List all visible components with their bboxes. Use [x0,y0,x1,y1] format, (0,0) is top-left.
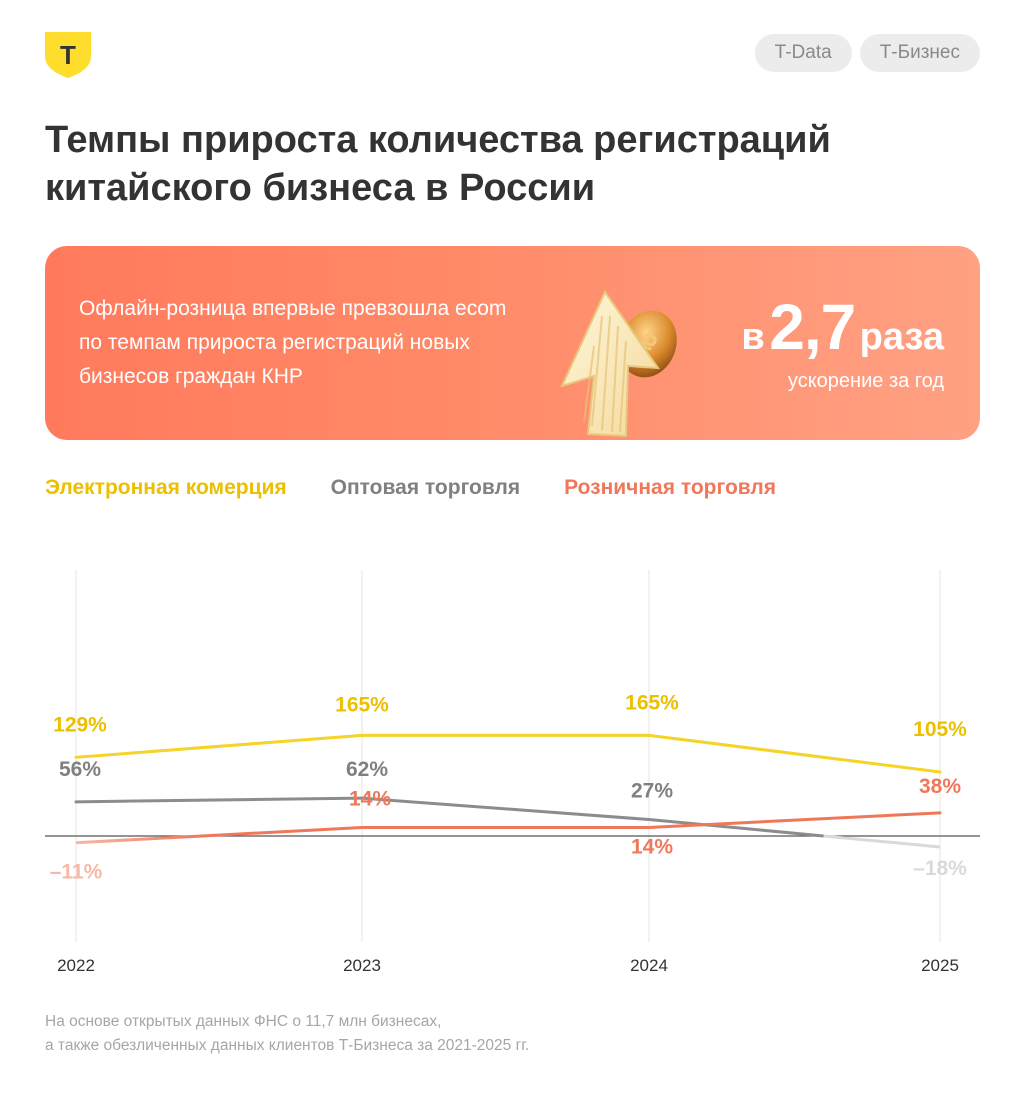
series-1-segment-2-neg [823,834,941,849]
data-label-series-0-2022: 129% [53,713,107,736]
series-1-segment-1 [360,796,651,822]
brand-logo: Т [45,32,91,78]
footnote-line-2: а также обезличенных данных клиентов Т-Б… [45,1037,530,1054]
x-tick-label-2024: 2024 [630,956,668,975]
banner-metric: в 2,7 раза [741,290,944,364]
data-label-series-0-2023: 165% [335,693,389,716]
tag-tdata[interactable]: T-Data [754,34,852,72]
data-label-series-1-2022: 56% [59,758,101,781]
series-0-segment-2 [647,733,942,774]
x-tick-label-2025: 2025 [921,956,959,975]
x-tick-label-2022: 2022 [57,956,95,975]
series-2-segment-0-neg [75,834,202,845]
chart-legend: Электронная комерция Оптовая торговля Ро… [45,476,776,500]
series-0-segment-0 [74,733,364,759]
data-label-series-2-2024: 14% [631,835,673,858]
up-arrow-coin-icon: ₽ [560,289,677,438]
data-label-series-2-2023: 14% [349,787,391,810]
legend-retail: Розничная торговля [564,476,777,499]
series-2-segment-2 [647,811,942,829]
banner-text: Офлайн-розница впервые превзошла ecom по… [79,297,507,388]
banner-prefix: в [741,316,765,358]
highlight-banner: Офлайн-розница впервые превзошла ecom по… [45,246,980,440]
data-label-series-1-2025: –18% [913,857,967,880]
banner-subtitle: ускорение за год [787,370,944,392]
tag-list: T-Data Т-Бизнес [754,34,980,72]
footnote: На основе открытых данных ФНС о 11,7 млн… [45,1010,529,1058]
legend-ecommerce: Электронная комерция [45,476,287,499]
legend-wholesale: Оптовая торговля [330,476,521,499]
footnote-line-1: На основе открытых данных ФНС о 11,7 млн… [45,1013,442,1030]
page-title: Темпы прироста количества регистраций ки… [45,119,831,209]
series-2-segment-0 [201,825,363,838]
banner-value: 2,7 [769,291,856,363]
tag-tbusiness[interactable]: Т-Бизнес [859,34,980,72]
svg-text:Т: Т [60,40,76,70]
banner-suffix: раза [859,316,944,358]
series-1-segment-2 [648,818,824,838]
data-label-series-0-2024: 165% [625,691,679,714]
x-tick-label-2023: 2023 [343,956,381,975]
data-label-series-2-2022: –11% [50,861,103,884]
series-1-segment-0 [74,796,364,804]
data-label-series-1-2023: 62% [346,758,388,781]
line-chart: 129% 165% 165% 105% 56% 62% 27% –18% –11% 14% 14% 3… [45,570,980,975]
data-label-series-0-2025: 105% [913,718,967,741]
data-label-series-2-2025: 38% [919,775,961,798]
data-label-series-1-2024: 27% [631,780,673,803]
